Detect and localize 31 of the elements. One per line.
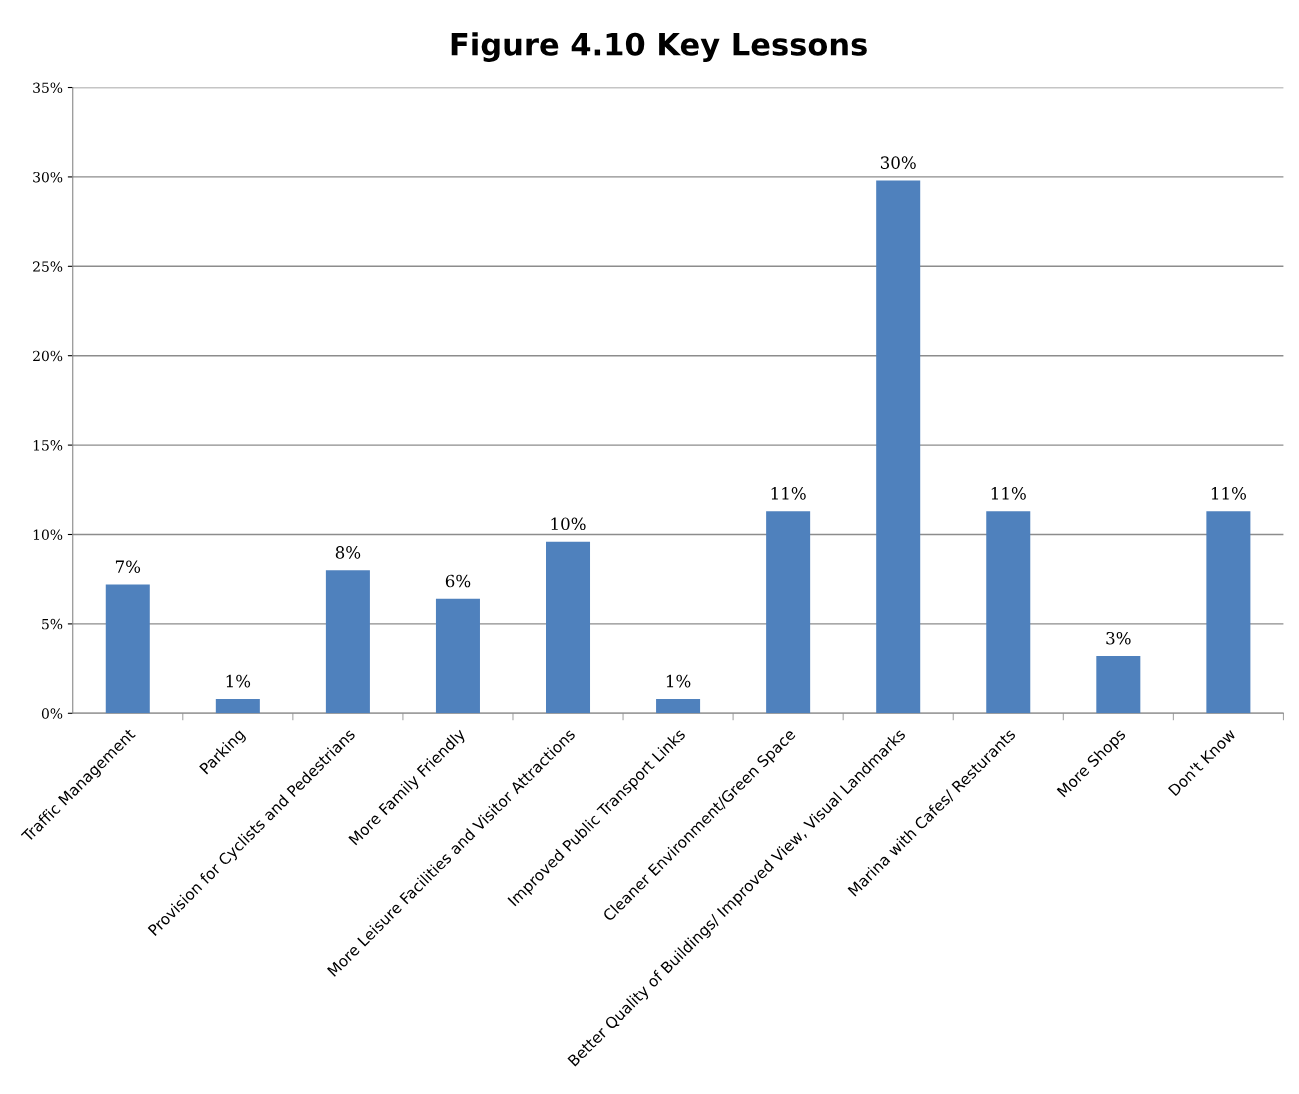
data-label: 1% (666, 674, 691, 688)
bar (105, 584, 150, 714)
y-tick-label: 30% (33, 171, 63, 183)
data-label: 1% (226, 674, 251, 688)
y-tick-label: 10% (33, 529, 63, 540)
y-tick-label: 25% (33, 261, 63, 272)
chart-title: Figure 4.10 Key Lessons (451, 32, 867, 62)
data-label: 10% (551, 517, 586, 531)
data-label: 11% (1211, 487, 1246, 500)
data-label: 11% (771, 487, 806, 500)
data-label: 11% (991, 487, 1026, 500)
data-label: 7% (115, 560, 141, 573)
bar (876, 180, 921, 714)
bar (656, 698, 701, 714)
bar (1206, 511, 1251, 714)
bar (215, 698, 260, 714)
data-label: 30% (880, 156, 916, 169)
data-label: 8% (335, 546, 361, 559)
data-label: 3% (1106, 631, 1131, 645)
bar (766, 511, 811, 714)
bar (986, 511, 1031, 714)
data-label: 6% (445, 574, 471, 588)
bar (546, 541, 591, 714)
y-tick-label: 20% (33, 350, 63, 362)
bar (435, 598, 480, 714)
y-tick-label: 0% (41, 708, 63, 719)
bar (325, 570, 370, 714)
y-tick-label: 5% (42, 618, 63, 630)
y-tick-label: 35% (33, 82, 63, 93)
bar (1096, 656, 1141, 714)
y-tick-label: 15% (33, 440, 63, 451)
